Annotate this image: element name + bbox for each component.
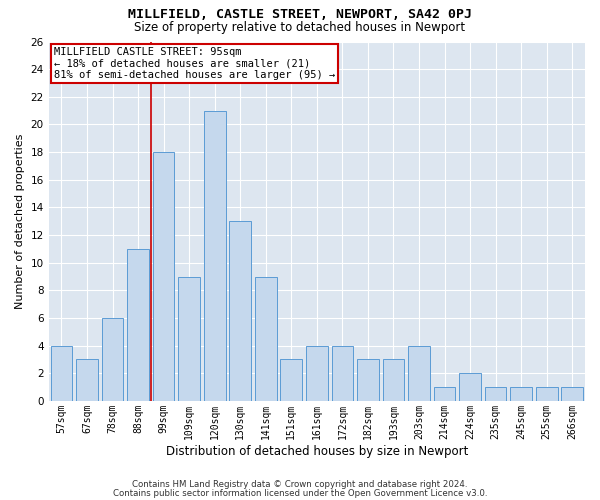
Bar: [332, 346, 353, 401]
Bar: [408, 346, 430, 401]
Bar: [153, 152, 175, 401]
Text: MILLFIELD CASTLE STREET: 95sqm
← 18% of detached houses are smaller (21)
81% of : MILLFIELD CASTLE STREET: 95sqm ← 18% of …: [54, 47, 335, 80]
Text: Contains HM Land Registry data © Crown copyright and database right 2024.: Contains HM Land Registry data © Crown c…: [132, 480, 468, 489]
Bar: [510, 387, 532, 401]
Bar: [280, 360, 302, 401]
Bar: [229, 221, 251, 401]
Bar: [178, 276, 200, 401]
Bar: [434, 387, 455, 401]
X-axis label: Distribution of detached houses by size in Newport: Distribution of detached houses by size …: [166, 444, 468, 458]
Bar: [383, 360, 404, 401]
Bar: [76, 360, 98, 401]
Text: MILLFIELD, CASTLE STREET, NEWPORT, SA42 0PJ: MILLFIELD, CASTLE STREET, NEWPORT, SA42 …: [128, 8, 472, 20]
Y-axis label: Number of detached properties: Number of detached properties: [15, 134, 25, 309]
Bar: [536, 387, 557, 401]
Bar: [101, 318, 124, 401]
Text: Contains public sector information licensed under the Open Government Licence v3: Contains public sector information licen…: [113, 488, 487, 498]
Bar: [306, 346, 328, 401]
Bar: [50, 346, 72, 401]
Bar: [204, 110, 226, 401]
Bar: [562, 387, 583, 401]
Bar: [357, 360, 379, 401]
Bar: [485, 387, 506, 401]
Bar: [255, 276, 277, 401]
Bar: [459, 374, 481, 401]
Bar: [127, 249, 149, 401]
Text: Size of property relative to detached houses in Newport: Size of property relative to detached ho…: [134, 21, 466, 34]
